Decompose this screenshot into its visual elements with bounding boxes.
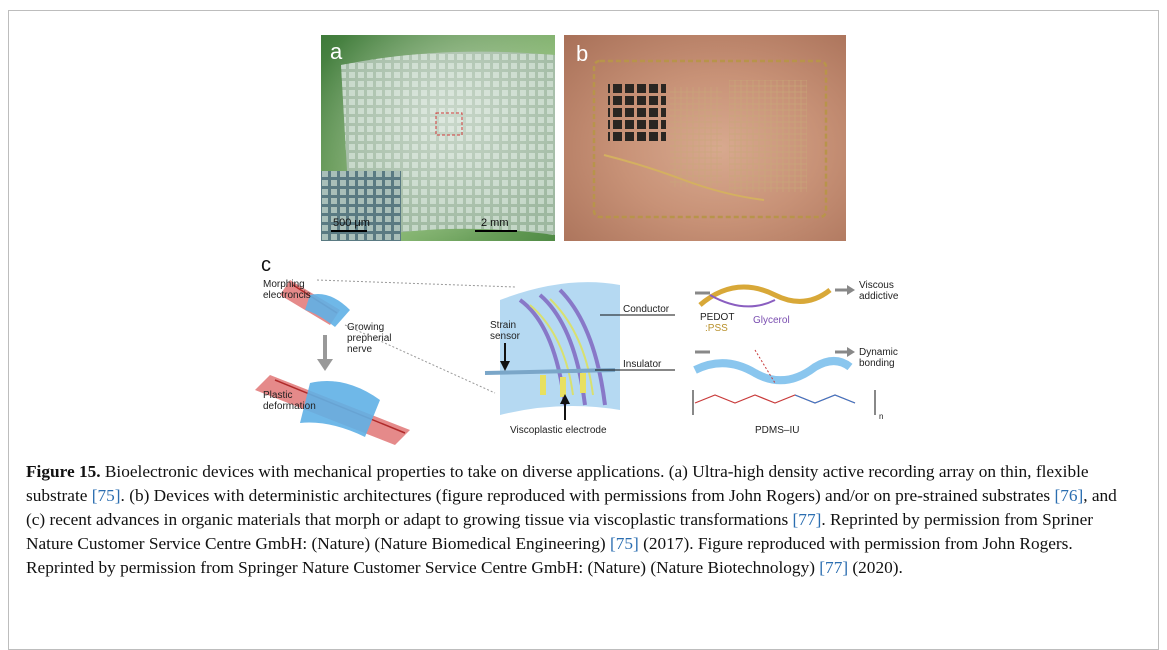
panel-b-label: b (576, 41, 589, 66)
panel-c-label: c (261, 255, 271, 276)
citation-77[interactable]: [77] (819, 558, 849, 577)
figure-panel-a-photo: 500 μm 2 mm a (321, 35, 555, 241)
label-glycerol: Glycerol (753, 315, 790, 326)
label-strain: Strain (490, 320, 516, 331)
label-insulator: Insulator (623, 359, 662, 370)
panel-a-label: a (330, 39, 343, 64)
label-growing: Growing (347, 322, 384, 333)
caption-text-4: . Reprinted by permission from Spriner N… (26, 510, 1094, 553)
label-n-subscript: n (879, 412, 883, 421)
plastic-deformation-nerve-illustration (255, 375, 410, 445)
citation-75[interactable]: [75] (91, 486, 121, 505)
label-plastic: Plastic (263, 390, 292, 401)
growing-nerve-top-illustration (280, 280, 350, 327)
viscoplastic-electrode-illustration (484, 282, 620, 415)
label-bonding: bonding (859, 358, 895, 369)
pedot-pss-glycerol-illustration (695, 284, 855, 308)
caption-text-5: (2017). Figure reproduced with permissio… (26, 534, 1073, 577)
label-morphing: Morphing (263, 279, 305, 290)
label-conductor: Conductor (623, 304, 670, 315)
pdms-iu-structure (692, 390, 876, 415)
inset-scale-bar-label: 500 μm (333, 217, 370, 229)
citation-77[interactable]: [77] (792, 510, 822, 529)
label-prepherial: prepherial (347, 333, 391, 344)
morphing-electronics-schematic: c Morphing electroncis Growing prepheria… (255, 254, 899, 445)
label-deformation: deformation (263, 401, 316, 412)
caption-text-3: , and (c) recent advances in organic mat… (26, 486, 1117, 529)
figure-caption: Figure 15. Bioelectronic devices with me… (26, 460, 1138, 580)
label-viscous: Viscous (859, 280, 894, 291)
caption-text-1: Bioelectronic devices with mechanical pr… (26, 462, 1089, 505)
label-addictive: addictive (859, 291, 899, 302)
label-electroncis: electroncis (263, 290, 311, 301)
dynamic-bonding-illustration (693, 347, 855, 385)
label-nerve: nerve (347, 344, 372, 355)
caption-text-6: (2020). (848, 558, 903, 577)
label-pedot: PEDOT (700, 312, 734, 323)
electrode-array-image: 500 μm 2 mm (321, 35, 555, 241)
main-scale-bar-label: 2 mm (481, 217, 509, 229)
label-dynamic: Dynamic (859, 347, 898, 358)
figure-label: Figure 15. (26, 462, 101, 481)
label-pss: :PSS (705, 323, 728, 334)
label-viscoplastic-electrode: Viscoplastic electrode (510, 425, 607, 436)
caption-text-2: . (b) Devices with deterministic archite… (120, 486, 1055, 505)
citation-75[interactable]: [75] (610, 534, 639, 553)
figure-panel-c-schematic: c Morphing electroncis Growing prepheria… (255, 254, 905, 445)
label-pdms-iu: PDMS–IU (755, 425, 799, 436)
stretchable-device-on-skin-image (592, 59, 828, 219)
figure-panel-b-photo: b (564, 35, 846, 241)
label-sensor: sensor (490, 331, 521, 342)
citation-76[interactable]: [76] (1054, 486, 1084, 505)
